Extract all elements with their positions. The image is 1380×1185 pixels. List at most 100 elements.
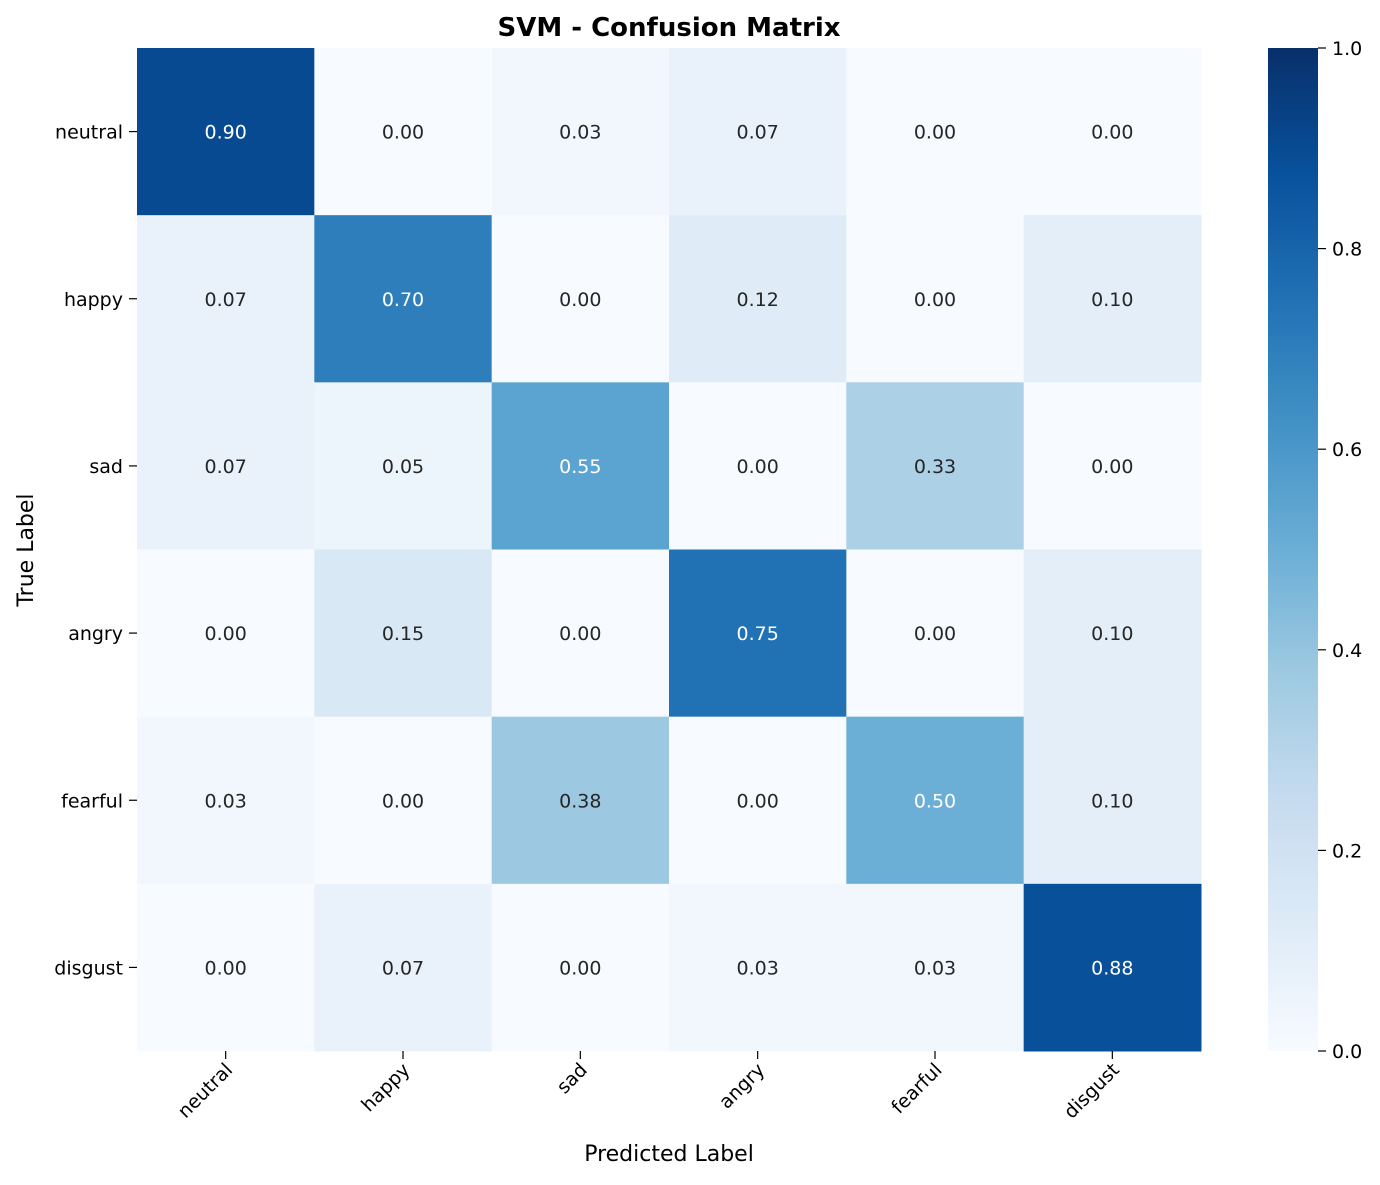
cell-neutral-neutral bbox=[137, 48, 315, 216]
cell-label-fearful-sad: 0.38 bbox=[559, 790, 601, 812]
colorbar-tick-label-0: 0.0 bbox=[1332, 1041, 1362, 1063]
cell-label-disgust-angry: 0.03 bbox=[737, 957, 779, 979]
cell-disgust-neutral bbox=[137, 883, 315, 1052]
cell-angry-sad bbox=[491, 549, 670, 718]
cell-label-fearful-angry: 0.00 bbox=[737, 790, 779, 812]
cell-disgust-fearful bbox=[846, 883, 1025, 1052]
cell-angry-disgust bbox=[1023, 549, 1202, 718]
cell-label-happy-happy: 0.70 bbox=[382, 289, 424, 311]
cell-label-disgust-disgust: 0.88 bbox=[1091, 957, 1133, 979]
cell-neutral-angry bbox=[669, 48, 847, 216]
cell-sad-happy bbox=[314, 382, 493, 550]
y-axis-ticks: neutral happy sad angry fearful disgust bbox=[54, 122, 137, 979]
cell-label-fearful-disgust: 0.10 bbox=[1091, 790, 1133, 812]
y-axis-label: True Label bbox=[14, 493, 39, 607]
y-tick-label-sad: sad bbox=[89, 456, 123, 478]
chart-title: SVM - Confusion Matrix bbox=[497, 13, 840, 43]
cell-label-angry-disgust: 0.10 bbox=[1091, 623, 1133, 645]
colorbar-tick-label-5: 1.0 bbox=[1332, 38, 1362, 60]
cell-label-fearful-happy: 0.00 bbox=[382, 790, 424, 812]
cell-neutral-happy bbox=[314, 48, 493, 216]
cell-happy-angry bbox=[669, 215, 847, 383]
cell-label-disgust-fearful: 0.03 bbox=[914, 957, 956, 979]
cell-label-sad-disgust: 0.00 bbox=[1091, 456, 1133, 478]
cell-label-disgust-neutral: 0.00 bbox=[205, 957, 247, 979]
x-tick-label-sad: sad bbox=[553, 1059, 592, 1098]
y-tick-label-neutral: neutral bbox=[55, 122, 123, 144]
colorbar-tick-label-4: 0.8 bbox=[1332, 239, 1362, 261]
y-tick-label-happy: happy bbox=[64, 289, 123, 311]
cell-angry-happy bbox=[314, 549, 493, 718]
cell-disgust-happy bbox=[314, 883, 493, 1052]
cell-label-disgust-sad: 0.00 bbox=[559, 957, 601, 979]
cell-label-neutral-angry: 0.07 bbox=[737, 122, 779, 144]
cell-sad-fearful bbox=[846, 382, 1025, 550]
cell-label-happy-angry: 0.12 bbox=[737, 289, 779, 311]
cell-value-labels: 0.90 0.00 0.03 0.07 0.00 0.00 0.07 0.70 0.00 0.12… bbox=[205, 122, 1134, 980]
cell-label-happy-fearful: 0.00 bbox=[914, 289, 956, 311]
cell-sad-neutral bbox=[137, 382, 315, 550]
cell-label-neutral-sad: 0.03 bbox=[559, 122, 601, 144]
colorbar: 0.0 0.2 0.4 0.6 0.8 1.0 bbox=[1268, 38, 1362, 1063]
cell-happy-fearful bbox=[846, 215, 1025, 383]
cell-label-happy-sad: 0.00 bbox=[559, 289, 601, 311]
cell-happy-happy bbox=[314, 215, 493, 383]
cell-label-neutral-neutral: 0.90 bbox=[205, 122, 247, 144]
cell-label-angry-neutral: 0.00 bbox=[205, 623, 247, 645]
x-axis-ticks: neutral happy sad angry fearful disgust bbox=[174, 1051, 1124, 1123]
cell-neutral-disgust bbox=[1023, 48, 1202, 216]
y-tick-label-angry: angry bbox=[68, 623, 123, 645]
cell-happy-sad bbox=[491, 215, 670, 383]
y-tick-label-fearful: fearful bbox=[61, 790, 123, 812]
cell-sad-sad bbox=[491, 382, 670, 550]
cell-label-angry-sad: 0.00 bbox=[559, 623, 601, 645]
cell-fearful-disgust bbox=[1023, 716, 1202, 885]
cell-fearful-fearful bbox=[846, 716, 1025, 885]
x-tick-label-neutral: neutral bbox=[174, 1059, 238, 1123]
colorbar-tick-label-2: 0.4 bbox=[1332, 640, 1362, 662]
cell-label-fearful-fearful: 0.50 bbox=[914, 790, 956, 812]
cell-disgust-angry bbox=[669, 883, 847, 1052]
cell-sad-angry bbox=[669, 382, 847, 550]
colorbar-gradient bbox=[1268, 48, 1318, 1051]
cell-label-neutral-disgust: 0.00 bbox=[1091, 122, 1133, 144]
x-tick-label-happy: happy bbox=[357, 1059, 414, 1116]
cell-fearful-neutral bbox=[137, 716, 315, 885]
cell-label-happy-disgust: 0.10 bbox=[1091, 289, 1133, 311]
cell-label-happy-neutral: 0.07 bbox=[205, 289, 247, 311]
cell-label-neutral-happy: 0.00 bbox=[382, 122, 424, 144]
cell-label-angry-fearful: 0.00 bbox=[914, 623, 956, 645]
cell-fearful-happy bbox=[314, 716, 493, 885]
x-tick-label-disgust: disgust bbox=[1060, 1059, 1124, 1123]
cell-sad-disgust bbox=[1023, 382, 1202, 550]
y-tick-label-disgust: disgust bbox=[54, 957, 123, 979]
x-axis-label: Predicted Label bbox=[584, 1142, 754, 1167]
cell-fearful-angry bbox=[669, 716, 847, 885]
cell-disgust-disgust bbox=[1023, 883, 1202, 1052]
cell-happy-disgust bbox=[1023, 215, 1202, 383]
colorbar-tick-label-1: 0.2 bbox=[1332, 840, 1362, 862]
cell-label-angry-angry: 0.75 bbox=[737, 623, 779, 645]
colorbar-tick-label-3: 0.6 bbox=[1332, 439, 1362, 461]
x-tick-label-angry: angry bbox=[715, 1059, 769, 1113]
cell-label-neutral-fearful: 0.00 bbox=[914, 122, 956, 144]
cell-label-sad-angry: 0.00 bbox=[737, 456, 779, 478]
cell-label-sad-fearful: 0.33 bbox=[914, 456, 956, 478]
cell-happy-neutral bbox=[137, 215, 315, 383]
cell-label-angry-happy: 0.15 bbox=[382, 623, 424, 645]
cell-angry-angry bbox=[669, 549, 847, 718]
cell-label-sad-happy: 0.05 bbox=[382, 456, 424, 478]
cell-label-sad-neutral: 0.07 bbox=[205, 456, 247, 478]
cell-label-disgust-happy: 0.07 bbox=[382, 957, 424, 979]
cell-label-sad-sad: 0.55 bbox=[559, 456, 601, 478]
cell-fearful-sad bbox=[491, 716, 670, 885]
x-tick-label-fearful: fearful bbox=[887, 1059, 946, 1118]
cell-neutral-sad bbox=[491, 48, 670, 216]
heatmap-cells bbox=[137, 48, 1202, 1052]
cell-neutral-fearful bbox=[846, 48, 1025, 216]
cell-disgust-sad bbox=[491, 883, 670, 1052]
cell-angry-fearful bbox=[846, 549, 1025, 718]
cell-angry-neutral bbox=[137, 549, 315, 718]
cell-label-fearful-neutral: 0.03 bbox=[205, 790, 247, 812]
